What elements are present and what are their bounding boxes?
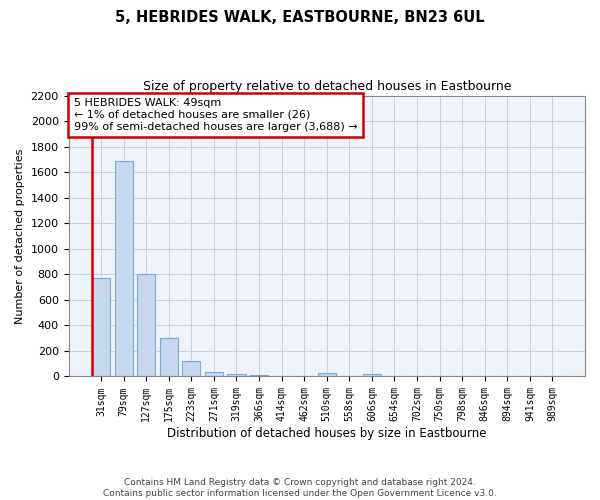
Bar bbox=[363, 374, 381, 376]
Bar bbox=[318, 374, 336, 376]
Bar bbox=[250, 375, 268, 376]
X-axis label: Distribution of detached houses by size in Eastbourne: Distribution of detached houses by size … bbox=[167, 427, 487, 440]
Bar bbox=[160, 338, 178, 376]
Text: 5, HEBRIDES WALK, EASTBOURNE, BN23 6UL: 5, HEBRIDES WALK, EASTBOURNE, BN23 6UL bbox=[115, 10, 485, 25]
Bar bbox=[205, 372, 223, 376]
Bar bbox=[115, 160, 133, 376]
Title: Size of property relative to detached houses in Eastbourne: Size of property relative to detached ho… bbox=[143, 80, 511, 93]
Bar bbox=[92, 278, 110, 376]
Y-axis label: Number of detached properties: Number of detached properties bbox=[15, 148, 25, 324]
Text: Contains HM Land Registry data © Crown copyright and database right 2024.
Contai: Contains HM Land Registry data © Crown c… bbox=[103, 478, 497, 498]
Bar bbox=[227, 374, 245, 376]
Text: 5 HEBRIDES WALK: 49sqm
← 1% of detached houses are smaller (26)
99% of semi-deta: 5 HEBRIDES WALK: 49sqm ← 1% of detached … bbox=[74, 98, 358, 132]
Bar bbox=[182, 361, 200, 376]
Bar bbox=[137, 274, 155, 376]
